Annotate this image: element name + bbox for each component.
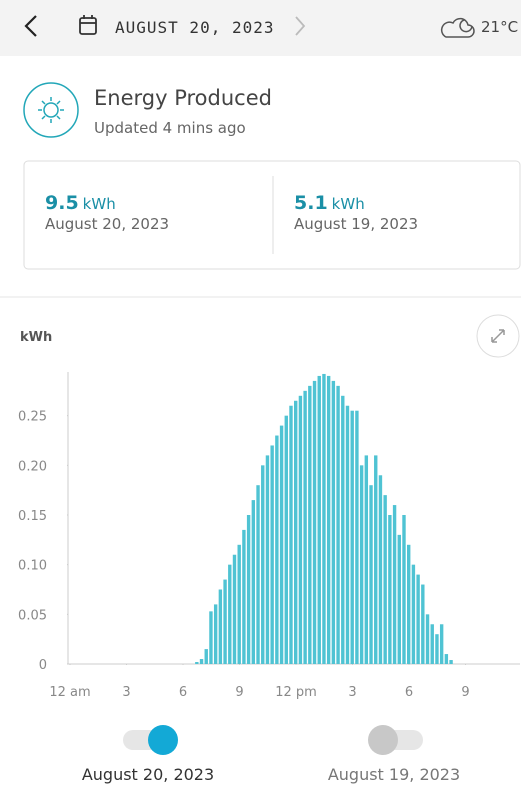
bar xyxy=(341,395,345,664)
temperature: 21°C xyxy=(481,18,518,36)
x-tick-label: 6 xyxy=(179,685,187,700)
x-tick-label: 9 xyxy=(235,685,243,700)
bar xyxy=(322,373,326,664)
calendar-icon[interactable] xyxy=(79,15,97,35)
x-tick-label: 3 xyxy=(348,685,356,700)
bar xyxy=(402,515,406,664)
energy-unit: kWh xyxy=(83,195,116,213)
x-tick-label: 12 am xyxy=(49,685,90,700)
bar xyxy=(369,485,373,664)
bar xyxy=(312,380,317,664)
section-title: Energy Produced xyxy=(94,86,272,110)
toggle-label: August 20, 2023 xyxy=(82,765,214,784)
energy-number: 9.5 xyxy=(45,192,79,214)
bar xyxy=(439,624,444,664)
bar xyxy=(251,500,256,664)
bar xyxy=(223,579,227,664)
bar xyxy=(242,529,246,664)
bar xyxy=(336,385,340,664)
bar xyxy=(270,445,274,664)
weather-icon xyxy=(440,17,475,38)
bar xyxy=(444,654,449,664)
bar xyxy=(199,659,204,664)
bar xyxy=(246,515,251,664)
y-tick-label: 0.20 xyxy=(18,459,47,474)
bar xyxy=(303,390,307,664)
energy-date: August 20, 2023 xyxy=(45,215,169,233)
top-bar xyxy=(0,0,521,56)
next-button[interactable] xyxy=(295,16,306,36)
updated-label: Updated 4 mins ago xyxy=(94,119,246,137)
bar xyxy=(416,574,420,664)
bar xyxy=(294,400,298,664)
bar xyxy=(392,505,397,664)
bar xyxy=(425,614,430,664)
x-tick-label: 12 pm xyxy=(275,685,317,700)
bar xyxy=(256,485,260,664)
bar xyxy=(317,375,321,664)
bar xyxy=(435,634,439,664)
y-tick-label: 0.25 xyxy=(18,410,47,425)
bar xyxy=(218,589,223,664)
energy-number: 5.1 xyxy=(294,192,328,214)
bar xyxy=(449,660,453,664)
date-label[interactable]: AUGUST 20, 2023 xyxy=(115,18,275,37)
energy-value: 9.5 kWh xyxy=(45,192,116,214)
bar xyxy=(350,410,354,664)
bar xyxy=(237,544,241,664)
bar xyxy=(298,395,303,664)
bar xyxy=(397,534,401,664)
bar xyxy=(284,415,288,664)
bar xyxy=(388,515,392,664)
expand-icon xyxy=(491,329,505,343)
x-tick-label: 6 xyxy=(405,685,413,700)
energy-unit: kWh xyxy=(332,195,365,213)
bar xyxy=(359,465,364,664)
bar xyxy=(228,564,232,664)
y-tick-label: 0.10 xyxy=(18,559,47,574)
bar xyxy=(355,410,359,664)
bar xyxy=(308,385,312,664)
bar xyxy=(374,455,378,664)
bar xyxy=(204,649,208,664)
bar xyxy=(265,455,270,664)
bar xyxy=(430,624,434,664)
sun-icon xyxy=(38,97,64,123)
toggle-knob[interactable] xyxy=(368,725,398,755)
bar xyxy=(209,611,213,664)
toggle-knob[interactable] xyxy=(148,725,178,755)
y-tick-label: 0 xyxy=(39,658,47,673)
sun-badge xyxy=(23,82,79,138)
bar xyxy=(232,554,237,664)
bar xyxy=(289,405,293,664)
bar xyxy=(213,604,218,664)
back-button[interactable] xyxy=(24,15,37,37)
summary-card xyxy=(23,160,521,270)
bar xyxy=(195,662,199,664)
bar xyxy=(407,544,411,664)
bar xyxy=(411,564,416,664)
energy-date: August 19, 2023 xyxy=(294,215,418,233)
bar xyxy=(326,375,331,664)
bar xyxy=(275,435,279,664)
x-tick-label: 9 xyxy=(461,685,469,700)
toggle-label: August 19, 2023 xyxy=(328,765,460,784)
y-axis-label: kWh xyxy=(20,330,52,345)
bar xyxy=(378,475,383,664)
bar xyxy=(261,465,265,664)
x-tick-label: 3 xyxy=(122,685,130,700)
bar xyxy=(345,405,350,664)
bar xyxy=(331,380,336,664)
y-tick-label: 0.15 xyxy=(18,509,47,524)
bar xyxy=(279,425,284,664)
y-tick-label: 0.05 xyxy=(18,608,47,623)
bar xyxy=(421,584,425,664)
energy-value: 5.1 kWh xyxy=(294,192,365,214)
bar xyxy=(383,495,387,664)
bar xyxy=(364,455,369,664)
